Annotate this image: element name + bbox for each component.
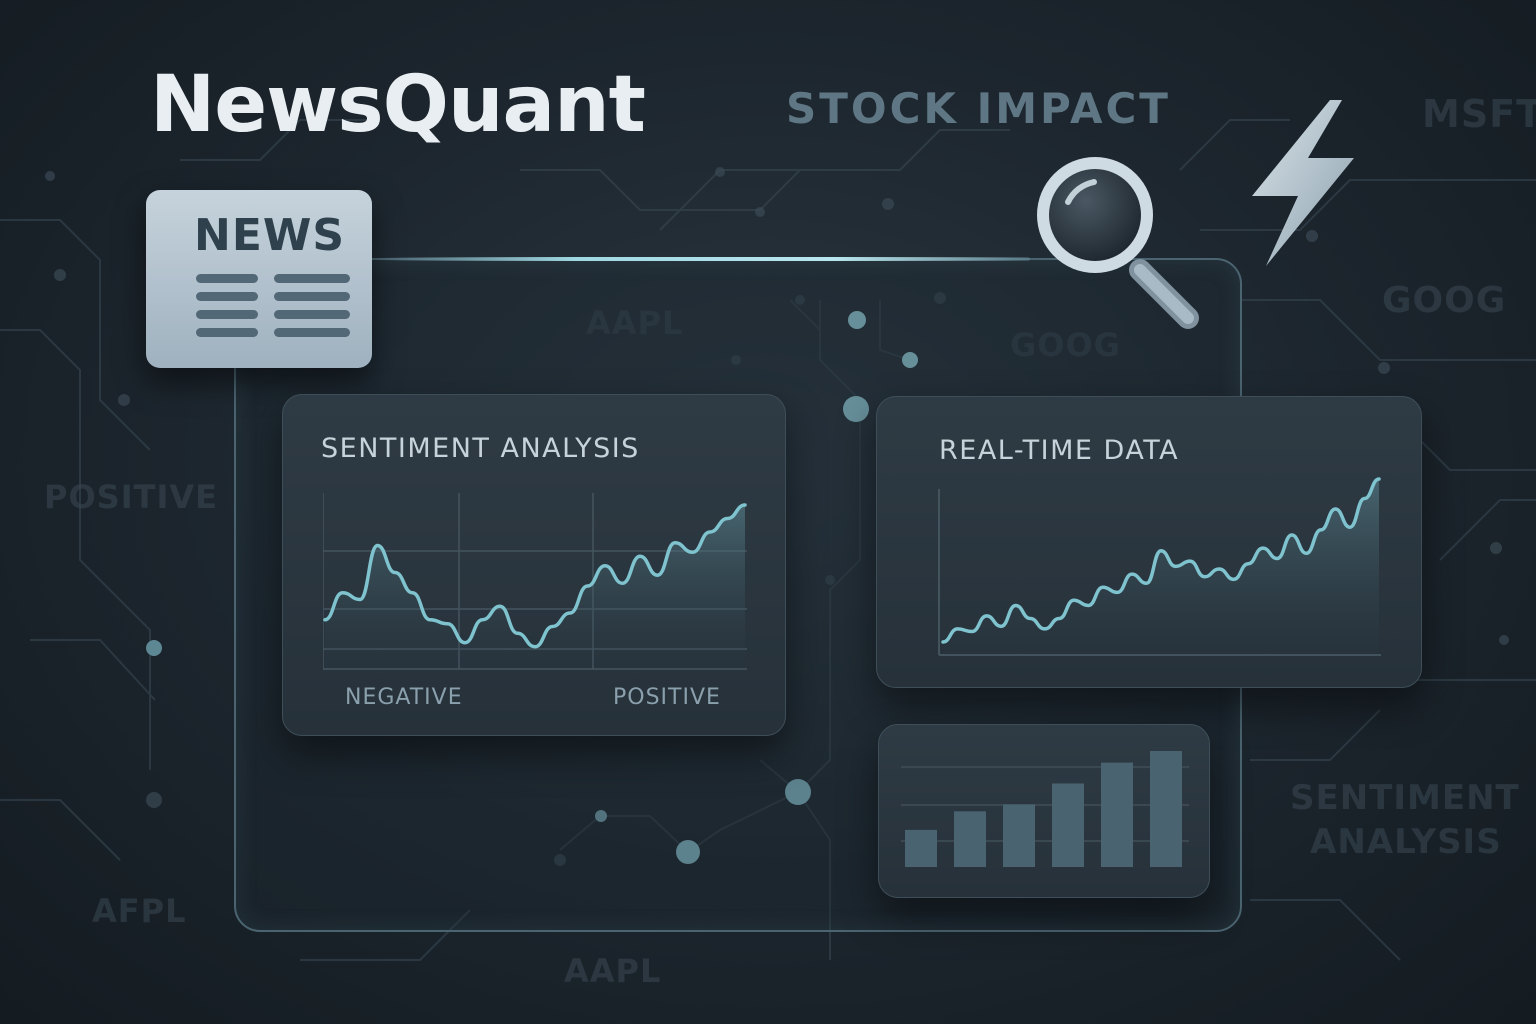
frame-highlight xyxy=(380,257,1030,261)
impact-bar-card[interactable] xyxy=(878,724,1210,898)
sentiment-area xyxy=(325,505,745,667)
watermark-goog-right: GOOG xyxy=(1382,280,1506,321)
watermark-positive: POSITIVE xyxy=(44,478,218,516)
brand-title: NewsQuant xyxy=(150,60,645,150)
impact-bar-chart xyxy=(879,725,1209,897)
impact-bar xyxy=(1150,751,1182,867)
news-icon-label: NEWS xyxy=(194,210,345,261)
impact-bar xyxy=(1052,783,1084,867)
watermark-afpl: AFPL xyxy=(92,892,186,930)
stock-impact-heading: STOCK IMPACT xyxy=(786,84,1171,133)
watermark-aapl-bottom: AAPL xyxy=(564,952,661,990)
negative-label: NEGATIVE xyxy=(345,685,463,710)
real-time-data-card[interactable]: REAL-TIME DATA xyxy=(876,396,1422,688)
watermark-msft: MSFT xyxy=(1422,92,1536,136)
news-icon: NEWS xyxy=(146,190,372,368)
impact-bar xyxy=(1003,804,1035,867)
lightning-icon xyxy=(1246,96,1360,268)
sentiment-analysis-title: SENTIMENT ANALYSIS xyxy=(321,433,640,464)
sentiment-analysis-card[interactable]: SENTIMENT ANALYSIS NEGATIVE POSITIVE xyxy=(282,394,786,736)
impact-bar xyxy=(905,830,937,867)
real-time-chart xyxy=(905,473,1385,659)
magnifier-icon xyxy=(1020,150,1210,340)
positive-label: POSITIVE xyxy=(613,685,721,710)
real-time-data-title: REAL-TIME DATA xyxy=(939,435,1179,466)
watermark-analysis: ANALYSIS xyxy=(1310,822,1502,862)
watermark-sentiment: SENTIMENT xyxy=(1290,778,1520,818)
real-time-area xyxy=(943,479,1379,655)
impact-bar xyxy=(1101,763,1133,867)
sentiment-chart xyxy=(323,491,747,671)
impact-bar xyxy=(954,811,986,867)
